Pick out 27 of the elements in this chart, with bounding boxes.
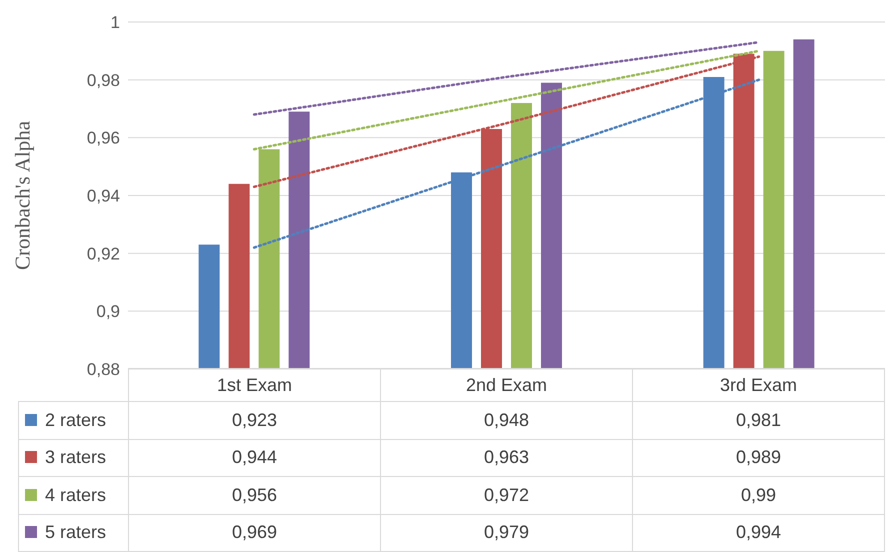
y-tick-label: 1 [110,13,120,32]
data-label: 0,979 [380,514,632,552]
y-tick-label: 0,94 [86,186,120,206]
y-tick-label: 0,98 [86,70,120,90]
y-tick-label: 0,92 [86,244,120,264]
data-label: 0,923 [128,402,380,439]
data-label: 0,944 [128,439,380,476]
data-label: 0,981 [632,402,884,439]
data-label: 0,956 [128,476,380,514]
legend-label: 4 raters [18,476,128,514]
y-axis-title: Cronbach's Alpha [10,120,34,270]
legend-label: 3 raters [18,439,128,476]
y-tick-label: 0,96 [86,128,120,148]
data-label: 0,989 [632,439,884,476]
y-tick-label: 0,88 [86,360,120,380]
data-label: 0,963 [380,439,632,476]
legend-label: 2 raters [18,402,128,439]
x-tick-label: 2nd Exam [380,368,632,402]
y-tick-label: 0,9 [96,302,120,322]
data-label: 0,948 [380,402,632,439]
data-label: 0,994 [632,514,884,552]
data-label: 0,99 [632,476,884,514]
x-tick-label: 1st Exam [128,368,380,402]
legend-label: 5 raters [18,514,128,552]
data-label: 0,972 [380,476,632,514]
x-tick-label: 3rd Exam [632,368,884,402]
data-label: 0,969 [128,514,380,552]
